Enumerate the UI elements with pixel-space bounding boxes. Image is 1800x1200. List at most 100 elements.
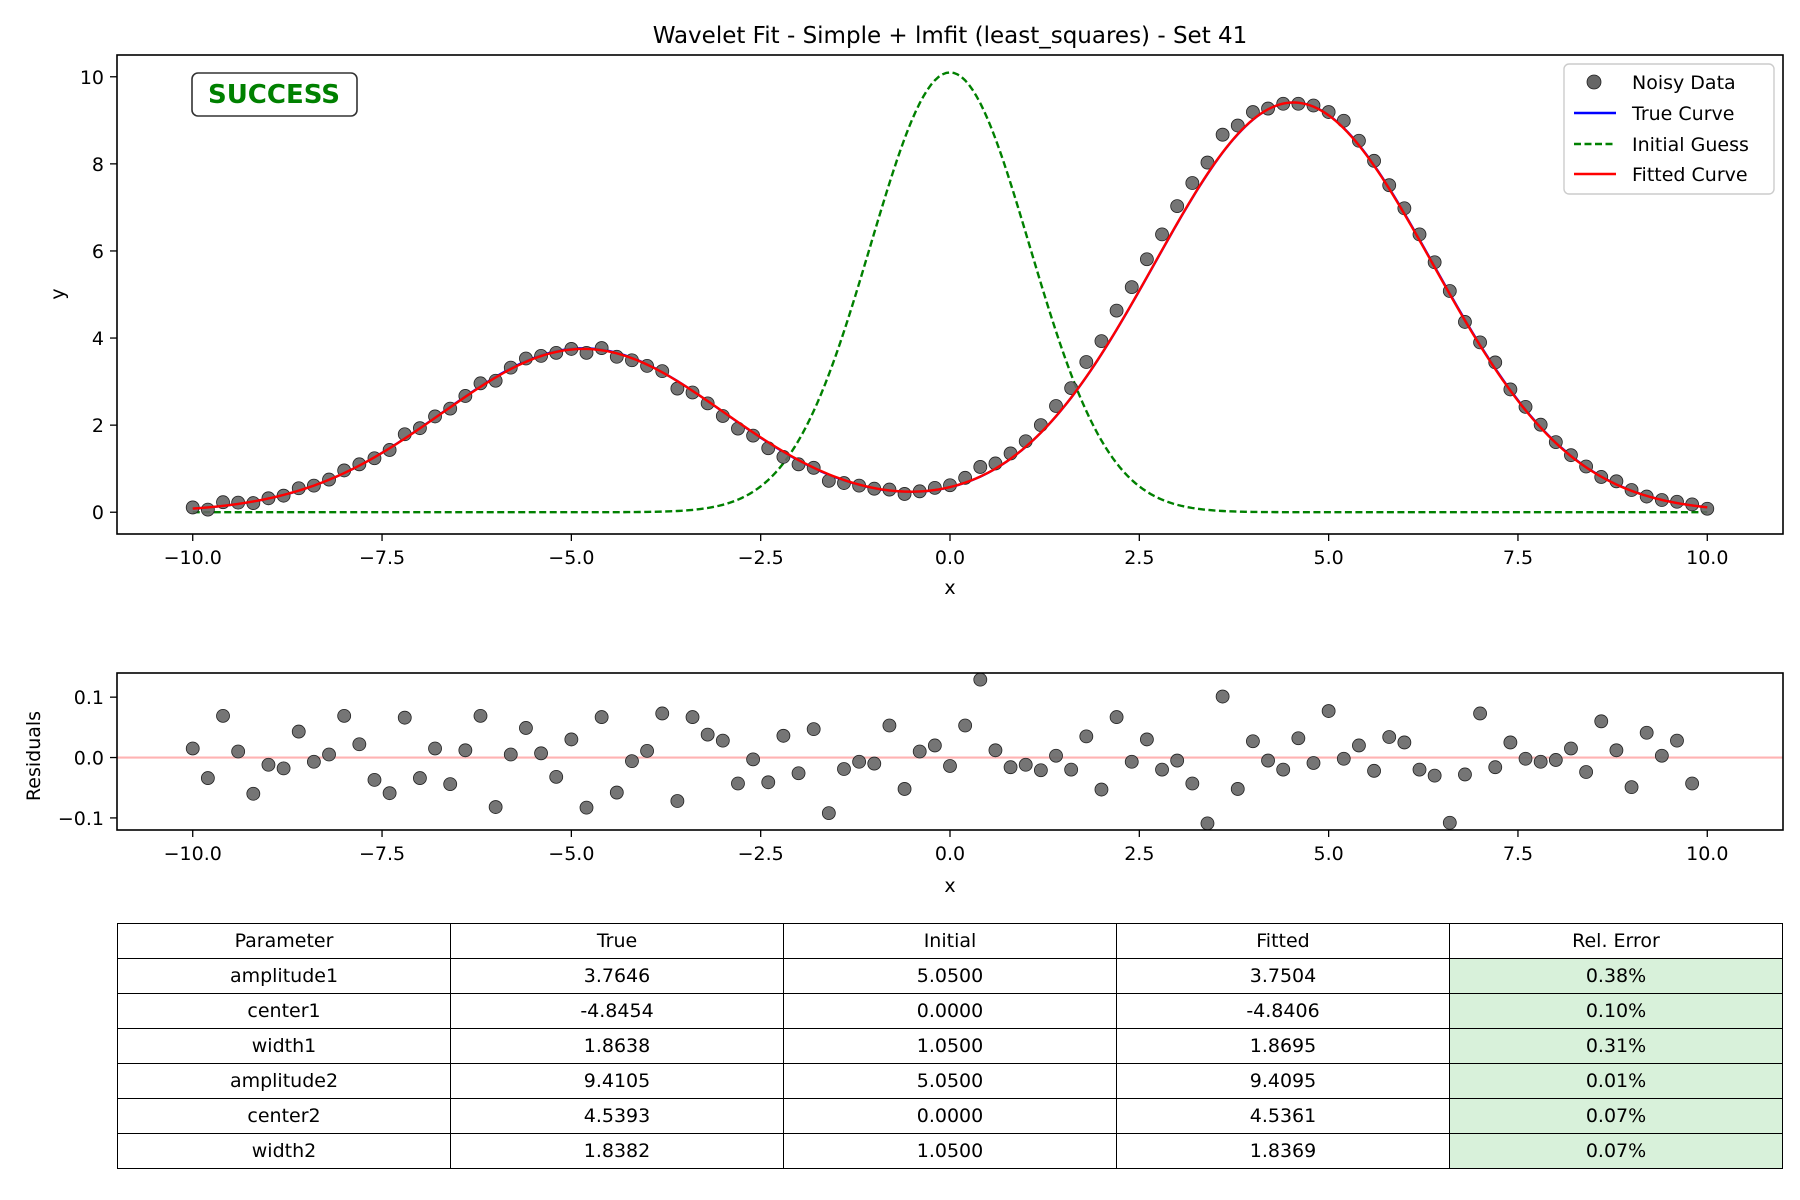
series-fitted-curve-line xyxy=(192,101,1708,510)
residual-point xyxy=(397,710,412,725)
main-x-tick-label: 7.5 xyxy=(1503,547,1533,569)
residual-point xyxy=(1200,816,1215,831)
cell-rel-error: 0.31% xyxy=(1449,1028,1783,1064)
table-header-row: Parameter True Initial Fitted Rel. Error xyxy=(117,923,1783,959)
cell-rel-error: 0.07% xyxy=(1449,1133,1783,1169)
residuals-y-axis: −0.1 0.0 0.1 xyxy=(58,687,117,830)
header-rel-error: Rel. Error xyxy=(1449,923,1783,959)
main-y-axis: 0 2 4 6 8 10 xyxy=(80,67,117,524)
residual-point xyxy=(1624,780,1639,795)
residual-point xyxy=(579,800,594,815)
noisy-data-point xyxy=(1230,118,1245,133)
noisy-data-point xyxy=(1518,399,1533,414)
cell-fitted: 9.4095 xyxy=(1116,1063,1450,1099)
main-y-tick-label: 4 xyxy=(92,328,104,350)
residual-point xyxy=(1261,753,1275,768)
legend-true-curve-label: True Curve xyxy=(1631,103,1734,125)
main-y-tick-label: 2 xyxy=(92,415,104,437)
residual-point xyxy=(352,737,367,752)
cell-parameter: width1 xyxy=(117,1028,451,1064)
residual-point xyxy=(700,727,715,742)
residual-point xyxy=(867,756,882,771)
residual-point xyxy=(927,738,942,753)
residual-point xyxy=(609,785,624,800)
table-row: center1 -4.8454 0.0000 -4.8406 0.10% xyxy=(117,993,1783,1029)
cell-initial: 5.0500 xyxy=(783,958,1117,994)
residual-point xyxy=(1079,729,1094,744)
residual-point xyxy=(670,794,685,808)
cell-parameter: width2 xyxy=(117,1133,451,1169)
main-y-tick-label: 10 xyxy=(80,67,104,89)
noisy-data-point xyxy=(594,341,609,355)
residual-point xyxy=(1064,762,1079,777)
header-fitted: Fitted xyxy=(1116,923,1450,959)
residual-point xyxy=(837,762,851,776)
table-row: center2 4.5393 0.0000 4.5361 0.07% xyxy=(117,1098,1783,1134)
main-x-tick-label: −7.5 xyxy=(359,547,405,569)
residuals-y-tick-label: 0.1 xyxy=(74,687,104,709)
residual-point xyxy=(943,759,957,773)
residual-point xyxy=(337,708,352,723)
residual-point xyxy=(1609,743,1624,758)
residual-point xyxy=(625,754,639,769)
residual-point xyxy=(428,741,442,756)
residual-point xyxy=(1109,710,1124,724)
noisy-data-point xyxy=(761,441,776,456)
cell-rel-error: 0.01% xyxy=(1449,1063,1783,1099)
series-initial-guess-line xyxy=(192,71,1708,514)
cell-initial: 0.0000 xyxy=(783,1098,1117,1134)
cell-parameter: amplitude1 xyxy=(117,958,451,994)
noisy-data-point xyxy=(1094,334,1109,348)
cell-initial: 0.0000 xyxy=(783,993,1117,1029)
series-residual-points xyxy=(185,672,1700,831)
residual-point xyxy=(1033,763,1048,778)
main-plot-area: −10.0 −7.5 −5.0 −2.5 0.0 2.5 5.0 7.5 10.0 0 2 4 6 8 1… xyxy=(80,54,1784,569)
status-badge: SUCCESS xyxy=(191,72,358,117)
residual-point xyxy=(1382,730,1397,744)
cell-true: 9.4105 xyxy=(450,1063,784,1099)
residual-point xyxy=(715,733,730,748)
residual-point xyxy=(1336,751,1351,766)
residuals-x-axis-label: x xyxy=(944,875,955,897)
residual-point xyxy=(1488,760,1503,775)
residual-point xyxy=(1215,689,1230,704)
residuals-plot-area: −10.0 −7.5 −5.0 −2.5 0.0 2.5 5.0 7.5 10.0 −0.1 0.… xyxy=(58,672,1784,865)
residual-point xyxy=(458,743,473,758)
residual-point xyxy=(640,744,654,758)
residual-point xyxy=(806,722,821,737)
residual-point xyxy=(655,706,670,721)
cell-rel-error: 0.38% xyxy=(1449,958,1783,994)
residual-point xyxy=(731,776,745,791)
cell-initial: 5.0500 xyxy=(783,1063,1117,1099)
table-row: width1 1.8638 1.0500 1.8695 0.31% xyxy=(117,1028,1783,1064)
noisy-data-point xyxy=(1533,417,1548,432)
legend-noisy-data-marker xyxy=(1586,74,1602,90)
residual-point xyxy=(958,718,973,733)
cell-fitted: 4.5361 xyxy=(1116,1098,1450,1134)
residual-point xyxy=(1579,765,1594,779)
noisy-data-point xyxy=(1215,127,1230,142)
main-y-tick-label: 8 xyxy=(92,154,104,176)
cell-true: 4.5393 xyxy=(450,1098,784,1134)
residual-point xyxy=(1533,754,1548,769)
cell-fitted: 1.8369 xyxy=(1116,1133,1450,1169)
noisy-data-point xyxy=(1049,399,1063,413)
residual-point xyxy=(276,761,291,776)
residual-point xyxy=(1124,754,1139,769)
residual-point xyxy=(519,721,533,735)
residual-point xyxy=(852,754,867,769)
residual-point xyxy=(821,806,836,820)
main-y-tick-label: 6 xyxy=(92,241,104,263)
residual-point xyxy=(1306,756,1321,770)
residuals-x-tick-label: 5.0 xyxy=(1314,843,1344,865)
residual-point xyxy=(1367,763,1381,778)
header-initial: Initial xyxy=(783,923,1117,959)
main-x-tick-label: 5.0 xyxy=(1314,547,1344,569)
residual-point xyxy=(1458,767,1472,782)
cell-parameter: center1 xyxy=(117,993,451,1029)
residual-point xyxy=(1685,776,1700,791)
residual-point xyxy=(549,769,564,784)
legend-noisy-data-label: Noisy Data xyxy=(1632,72,1736,94)
residual-point xyxy=(413,771,427,785)
noisy-data-point xyxy=(1700,501,1715,516)
